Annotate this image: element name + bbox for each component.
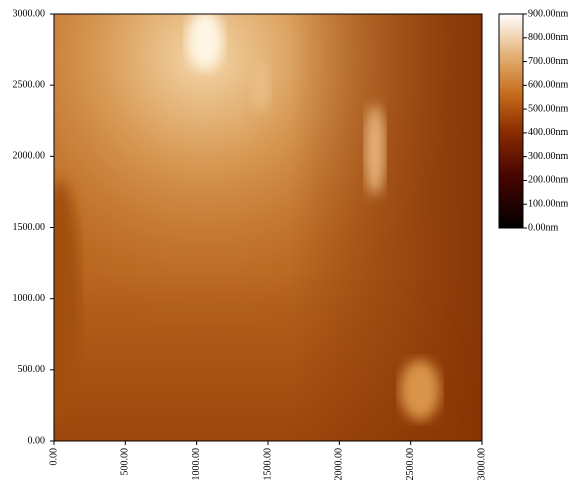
- y-tick-label: 3000.00: [13, 8, 46, 19]
- colorbar: [498, 13, 524, 229]
- x-tick-label: 0.00: [48, 448, 59, 466]
- colorbar-tick-label: 300.00nm: [528, 151, 569, 162]
- colorbar-tick-label: 800.00nm: [528, 32, 569, 43]
- x-tick-label: 2500.00: [405, 448, 416, 481]
- colorbar-tick-label: 400.00nm: [528, 127, 569, 138]
- colorbar-tick-label: 500.00nm: [528, 103, 569, 114]
- x-tick-label: 3000.00: [476, 448, 487, 481]
- colorbar-tick-label: 100.00nm: [528, 199, 569, 210]
- colorbar-tick-label: 0.00nm: [528, 222, 559, 233]
- colorbar-tick-label: 200.00nm: [528, 175, 569, 186]
- x-tick-label: 500.00: [120, 448, 131, 476]
- x-tick-label: 2000.00: [334, 448, 345, 481]
- y-tick-label: 1000.00: [13, 293, 46, 304]
- y-tick-label: 1500.00: [13, 222, 46, 233]
- colorbar-tick-label: 900.00nm: [528, 8, 569, 19]
- y-tick-label: 2500.00: [13, 79, 46, 90]
- x-tick-label: 1500.00: [262, 448, 273, 481]
- y-tick-label: 2000.00: [13, 151, 46, 162]
- x-tick-label: 1000.00: [191, 448, 202, 481]
- afm-image: [54, 14, 482, 441]
- y-tick-label: 0.00: [28, 435, 46, 446]
- y-tick-label: 500.00: [18, 364, 46, 375]
- colorbar-tick-label: 600.00nm: [528, 80, 569, 91]
- colorbar-tick-label: 700.00nm: [528, 56, 569, 67]
